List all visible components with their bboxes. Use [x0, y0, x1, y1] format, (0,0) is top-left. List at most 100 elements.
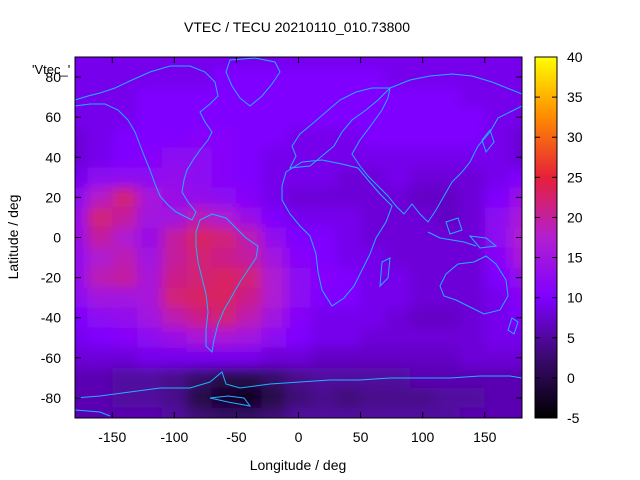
colorbar-tick-label: 10 — [567, 290, 583, 306]
heatmap-cell — [87, 407, 113, 418]
heatmap-cell — [484, 147, 511, 168]
heatmap-cell — [137, 107, 163, 128]
heatmap-cell — [286, 387, 312, 409]
heatmap-cell — [186, 307, 213, 329]
heatmap-cell — [236, 267, 262, 289]
heatmap-cell — [112, 207, 138, 229]
heatmap-cell — [335, 407, 362, 418]
heatmap-cell — [484, 87, 511, 108]
heatmap-cell — [137, 407, 163, 418]
heatmap-cell — [161, 87, 188, 108]
colorbar-tick-label: -5 — [567, 410, 580, 426]
heatmap-cell — [484, 307, 511, 329]
heatmap-cell — [459, 347, 486, 369]
heatmap-cell — [484, 67, 511, 88]
heatmap-cell — [137, 327, 163, 349]
heatmap-cell — [137, 287, 163, 309]
heatmap-cell — [385, 287, 411, 309]
heatmap-cell — [161, 107, 188, 128]
heatmap-cell — [459, 57, 486, 68]
heatmap-cell — [286, 287, 312, 309]
heatmap-cell — [410, 87, 436, 108]
heatmap-cell — [484, 407, 511, 418]
heatmap-cell — [236, 87, 262, 108]
heatmap-cell — [286, 87, 312, 108]
heatmap-cell — [87, 267, 113, 289]
heatmap-cell — [360, 187, 387, 209]
heatmap-cell — [75, 227, 89, 249]
colorbar-tick-label: 15 — [567, 250, 583, 266]
colorbar — [534, 56, 558, 419]
heatmap-cell — [286, 307, 312, 329]
heatmap-cell — [286, 267, 312, 289]
heatmap-cell — [509, 67, 522, 88]
heatmap-cell — [186, 347, 213, 369]
heatmap-cell — [112, 407, 138, 418]
heatmap-cell — [360, 87, 387, 108]
heatmap-cell — [459, 307, 486, 329]
heatmap-cell — [186, 207, 213, 229]
heatmap-cell — [186, 147, 213, 168]
heatmap-cell — [186, 127, 213, 148]
heatmap-cell — [335, 107, 362, 128]
heatmap-cell — [161, 187, 188, 209]
heatmap-cell — [161, 387, 188, 409]
heatmap-cell — [360, 67, 387, 88]
heatmap-cell — [261, 107, 287, 128]
heatmap-cell — [410, 167, 436, 188]
heatmap-cell — [385, 407, 411, 418]
heatmap-cell — [335, 187, 362, 209]
heatmap-cell — [87, 247, 113, 269]
heatmap-cell — [87, 307, 113, 329]
heatmap-cell — [385, 87, 411, 108]
heatmap-cell — [410, 287, 436, 309]
heatmap-cell — [435, 407, 461, 418]
y-tick-label: -40 — [41, 310, 61, 326]
heatmap-cell — [459, 367, 486, 389]
coast-borneo — [445, 217, 463, 235]
heatmap-cell — [410, 127, 436, 148]
heatmap-cell — [261, 267, 287, 289]
heatmap-cell — [87, 347, 113, 369]
x-tick-label: -50 — [226, 429, 246, 445]
heatmap-cell — [211, 387, 238, 409]
coast-indonesia — [427, 231, 477, 247]
heatmap-cell — [261, 167, 287, 188]
heatmap-cell — [310, 167, 337, 188]
heatmap-cell — [360, 207, 387, 229]
heatmap-cell — [261, 347, 287, 369]
heatmap-cell — [335, 227, 362, 249]
y-tick-label: 0 — [53, 230, 61, 246]
y-tick-label: -20 — [41, 270, 61, 286]
heatmap-cell — [75, 307, 89, 329]
heatmap-cell — [286, 107, 312, 128]
key-label: 'Vtec_' — [32, 62, 70, 77]
coast-new-zealand — [507, 317, 519, 335]
heatmap-cell — [410, 247, 436, 269]
coast-africa — [281, 159, 393, 307]
heatmap-cell — [310, 227, 337, 249]
heatmap-cell — [509, 287, 522, 309]
heatmap-cell — [186, 287, 213, 309]
heatmap-cell — [286, 367, 312, 389]
heatmap-cell — [484, 247, 511, 269]
heatmap-cell — [286, 227, 312, 249]
heatmap-cell — [75, 347, 89, 369]
heatmap-cell — [236, 227, 262, 249]
colorbar-tick-label: 30 — [567, 129, 583, 145]
heatmap-cell — [186, 267, 213, 289]
heatmap-cell — [435, 187, 461, 209]
heatmap-cell — [186, 227, 213, 249]
heatmap-cell — [161, 167, 188, 188]
heatmap-cell — [286, 147, 312, 168]
heatmap-cell — [137, 147, 163, 168]
heatmap-cell — [112, 287, 138, 309]
heatmap-cell — [435, 347, 461, 369]
heatmap-cell — [335, 267, 362, 289]
heatmap-cell — [211, 57, 238, 68]
heatmap-cell — [261, 207, 287, 229]
heatmap-cell — [112, 227, 138, 249]
heatmap-cell — [435, 387, 461, 409]
heatmap-cell — [484, 327, 511, 349]
